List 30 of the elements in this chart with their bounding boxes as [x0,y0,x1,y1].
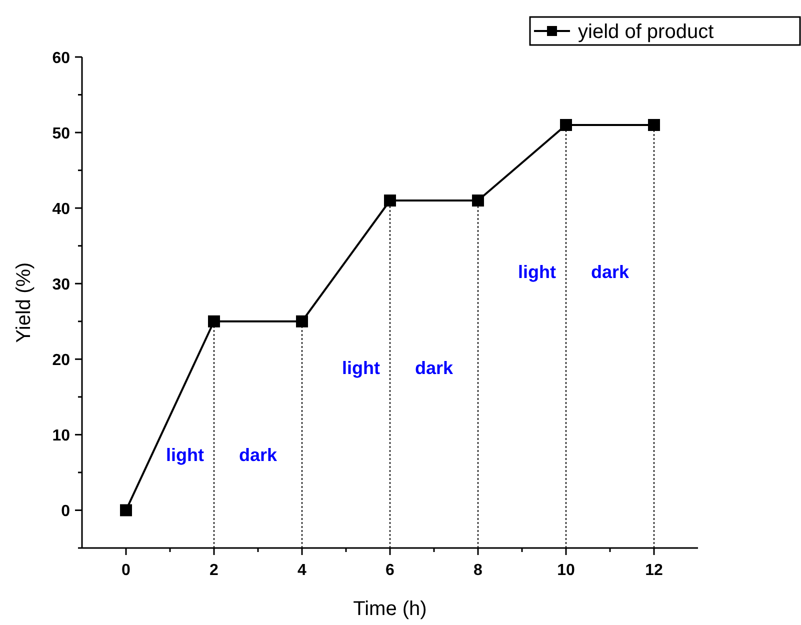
legend-label: yield of product [578,21,714,43]
x-tick-label: 2 [210,562,219,579]
point [208,315,220,328]
annotation: dark [590,262,630,282]
point [648,118,660,131]
y-tick-label: 40 [52,201,70,218]
x-tick-label: 8 [474,562,483,579]
x-tick-label: 6 [386,562,395,579]
x-axis-title: Time (h) [353,598,427,620]
annotation: dark [414,358,454,378]
y-tick-label: 20 [52,352,70,370]
x-tick-label: 0 [122,562,131,579]
point [560,118,572,131]
x-tick-label: 10 [557,562,575,579]
y-axis-title: Yield (%) [13,262,35,343]
point [120,504,132,516]
x-tick-label: 4 [298,562,307,579]
x-tick-label: 12 [645,562,663,579]
annotation: light [342,358,380,378]
annotation: light [518,262,556,282]
annotation: light [166,445,204,465]
point [296,315,308,328]
y-tick-label: 30 [52,276,70,294]
point [472,194,484,207]
annotation: dark [238,445,278,465]
y-tick-label: 60 [52,50,70,67]
y-tick-label: 50 [52,126,70,143]
y-tick-label: 0 [61,503,70,520]
y-tick-label: 10 [52,428,70,445]
point [384,194,396,207]
